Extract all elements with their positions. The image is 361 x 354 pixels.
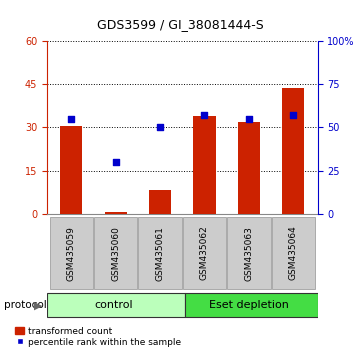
Point: [246, 116, 252, 122]
Bar: [238, 122, 260, 214]
Point: [69, 116, 74, 122]
Point: [201, 113, 207, 118]
FancyBboxPatch shape: [49, 217, 93, 289]
Text: GSM435062: GSM435062: [200, 226, 209, 280]
Point: [113, 159, 119, 165]
Text: GSM435064: GSM435064: [289, 226, 298, 280]
Text: Eset depletion: Eset depletion: [209, 300, 289, 310]
FancyBboxPatch shape: [138, 217, 182, 289]
Text: control: control: [94, 300, 133, 310]
FancyBboxPatch shape: [227, 217, 271, 289]
Text: ▶: ▶: [34, 300, 43, 310]
FancyBboxPatch shape: [183, 217, 226, 289]
FancyBboxPatch shape: [47, 293, 184, 317]
FancyBboxPatch shape: [271, 217, 315, 289]
Text: GSM435061: GSM435061: [156, 225, 165, 281]
Bar: [282, 88, 304, 214]
Text: GSM435063: GSM435063: [244, 225, 253, 281]
Point: [290, 113, 296, 118]
Text: GSM435060: GSM435060: [111, 225, 120, 281]
Text: GDS3599 / GI_38081444-S: GDS3599 / GI_38081444-S: [97, 18, 264, 31]
Point: [157, 125, 163, 130]
FancyBboxPatch shape: [94, 217, 138, 289]
Text: protocol: protocol: [4, 300, 46, 310]
Bar: [60, 126, 82, 214]
Legend: transformed count, percentile rank within the sample: transformed count, percentile rank withi…: [16, 327, 181, 347]
Bar: [105, 212, 127, 214]
Bar: [193, 116, 216, 214]
Text: GSM435059: GSM435059: [67, 225, 76, 281]
Bar: [149, 190, 171, 214]
FancyBboxPatch shape: [184, 293, 318, 317]
